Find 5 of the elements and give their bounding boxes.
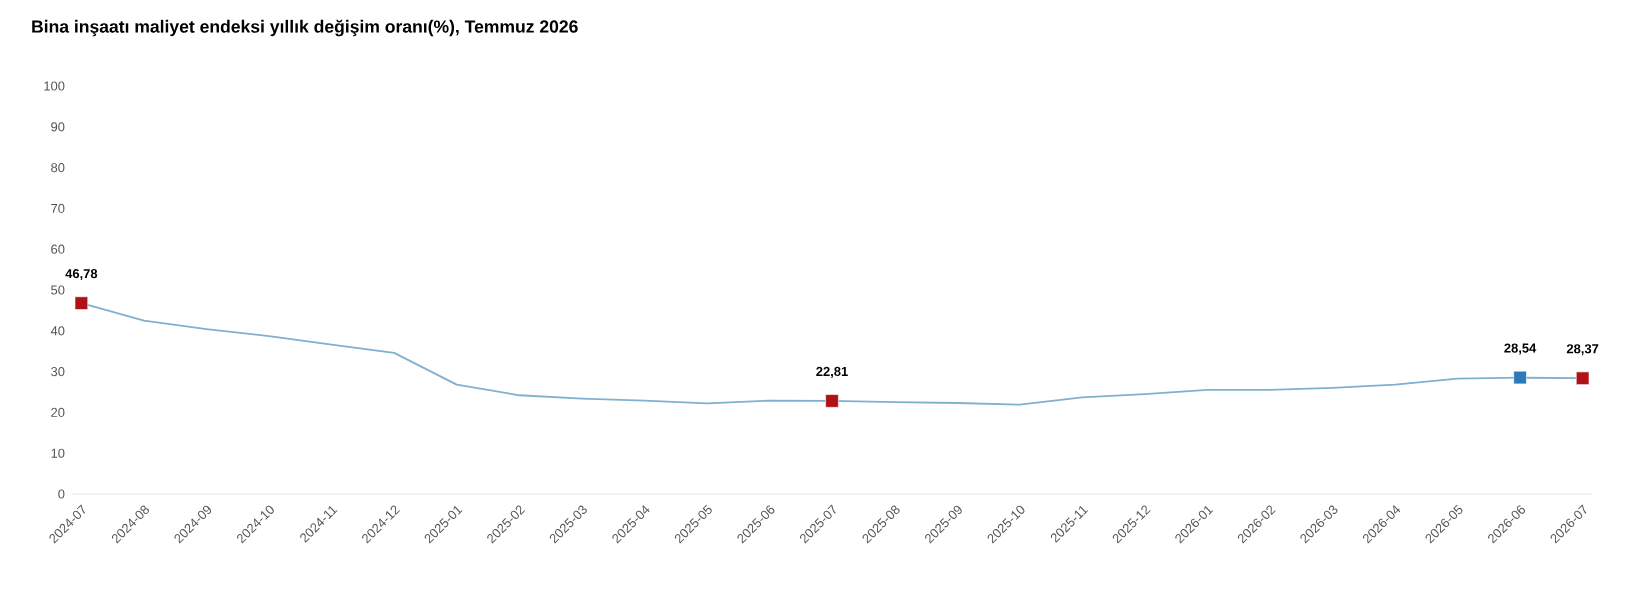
- point: [825, 394, 839, 408]
- point: [1513, 370, 1527, 385]
- point: [74, 296, 89, 310]
- point: [1575, 371, 1590, 385]
- chart-title: Bina inşaatı maliyet endeksi yıllık değişim oranı(%), Temmuz 2026: [32, 19, 578, 37]
